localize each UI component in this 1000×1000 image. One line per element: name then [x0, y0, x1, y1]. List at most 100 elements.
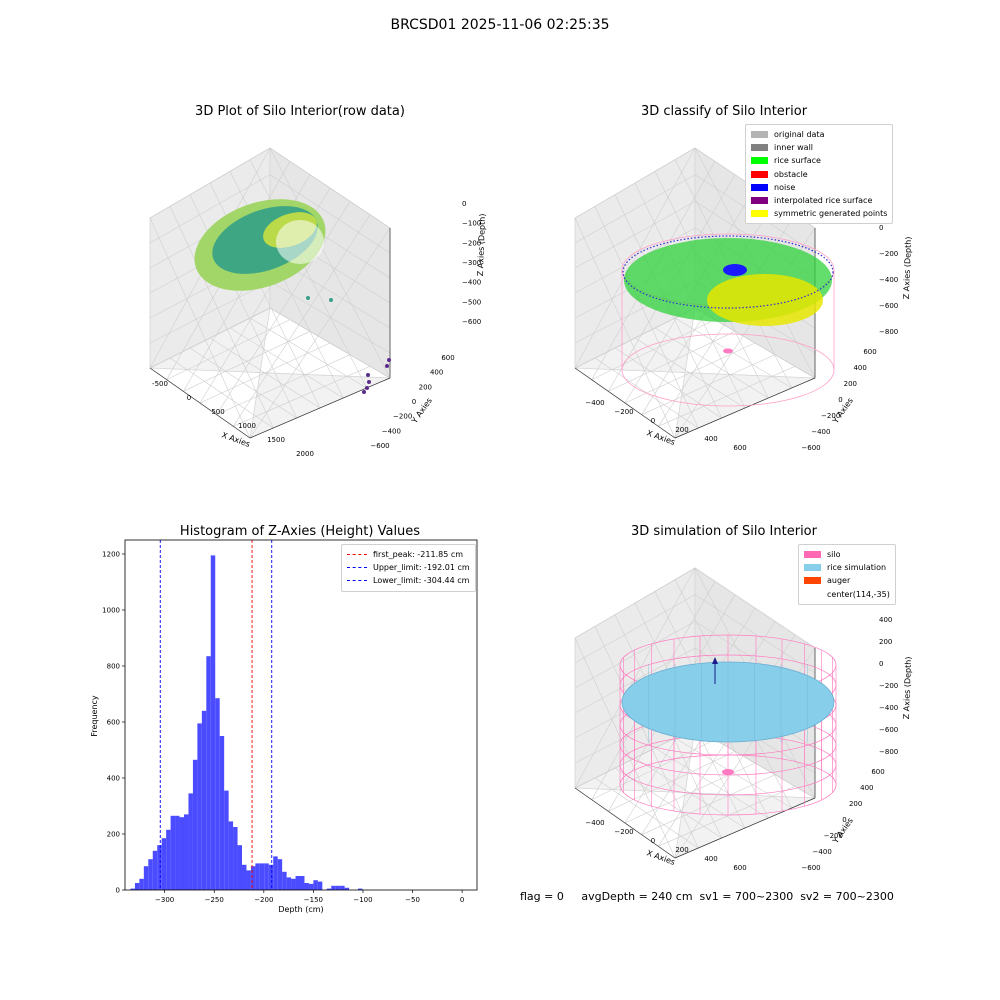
y-tick-label: 400: [860, 784, 873, 792]
histogram-bar: [152, 850, 158, 890]
legend-label: rice surface: [774, 156, 821, 166]
histogram-bar: [277, 859, 283, 890]
histogram-bar: [313, 880, 318, 890]
x-tick-label: −50: [405, 896, 420, 904]
y-axis-label: Frequency: [90, 695, 99, 737]
histogram-bar: [206, 656, 211, 890]
gridline: [269, 307, 391, 379]
z-tick-label: −500: [462, 298, 481, 306]
legend-swatch: [751, 157, 768, 165]
legend-label: Lower_limit: -304.44 cm: [373, 576, 470, 586]
histogram-bar: [308, 883, 314, 890]
legend-label: silo: [827, 550, 841, 560]
y-tick-label: 200: [107, 831, 120, 839]
y-tick-label: 0: [838, 396, 842, 404]
gridline: [574, 594, 696, 664]
z-tick-label: 0: [462, 200, 466, 208]
histogram-bar: [215, 698, 220, 890]
legend-swatch: [751, 183, 768, 191]
histogram-bar: [224, 790, 229, 890]
gridline: [694, 567, 816, 649]
gridline: [574, 567, 696, 789]
histogram-bar: [326, 888, 332, 890]
histogram-bar: [183, 814, 189, 890]
x-tick-label: 0: [460, 896, 464, 904]
y-tick-label: −600: [370, 442, 389, 450]
legend-swatch: [751, 197, 768, 205]
y-tick-label: −200: [821, 412, 840, 420]
gridline: [149, 217, 251, 439]
z-tick-label: −600: [879, 726, 898, 734]
gridline: [574, 147, 696, 219]
y-tick-label: −200: [393, 413, 412, 421]
legend-line: [347, 567, 367, 569]
histogram-bar: [291, 878, 296, 890]
histogram-bar: [304, 883, 309, 890]
raw-plot-title: 3D Plot of Silo Interior(row data): [195, 104, 405, 119]
legend-label: symmetric generated points: [774, 209, 888, 219]
x-tick-label: 600: [733, 864, 746, 872]
z-tick-label: −800: [879, 748, 898, 756]
x-tick-label: 1500: [267, 436, 285, 444]
z-axis-label: Z Axies (Depth): [476, 213, 487, 276]
silo-bottom-marker: [722, 769, 734, 775]
outlier-point: [366, 373, 370, 377]
histogram-bar: [143, 866, 149, 890]
y-tick-label: 0: [412, 398, 416, 406]
gridline: [269, 281, 391, 354]
outlier-point: [385, 364, 389, 368]
axis-line: [674, 377, 816, 439]
gridline: [574, 217, 676, 439]
y-tick-label: 400: [107, 775, 120, 783]
legend-line: [347, 554, 367, 556]
histogram-bar: [219, 736, 225, 890]
legend-swatch: [751, 144, 768, 152]
simulation-legend: silo rice simulation auger center(114,-3…: [798, 544, 896, 605]
x-tick-label: -500: [152, 380, 168, 388]
gridline: [658, 786, 796, 847]
legend-item-lower-limit: Lower_limit: -304.44 cm: [347, 574, 470, 587]
x-tick-label: −200: [614, 828, 633, 836]
legend-swatch: [751, 170, 768, 178]
y-tick-label: 0: [842, 816, 846, 824]
histogram-bar: [237, 845, 243, 890]
gridline: [574, 147, 696, 369]
outlier-point: [387, 358, 391, 362]
histogram-bar: [148, 859, 153, 890]
gridline: [574, 637, 676, 859]
outlier-point: [362, 390, 366, 394]
histogram-bar: [295, 876, 301, 890]
legend-label: rice simulation: [827, 563, 887, 573]
legend-swatch: [804, 551, 821, 559]
legend-label: Upper_limit: -192.01 cm: [373, 563, 470, 573]
histogram-bar: [139, 878, 144, 890]
histogram-bar: [246, 870, 251, 890]
gridline: [269, 174, 391, 254]
y-tick-label: 200: [849, 800, 862, 808]
legend-item-silo: silo: [804, 548, 890, 561]
gridline: [574, 307, 696, 369]
histogram-bar: [170, 815, 176, 890]
histogram-bar: [344, 887, 350, 890]
histogram-bar: [161, 838, 167, 890]
gridline: [658, 366, 796, 427]
histogram-bar: [157, 845, 162, 890]
histogram-bar: [192, 759, 198, 890]
y-tick-label: −400: [811, 428, 830, 436]
x-tick-label: −400: [585, 399, 604, 407]
histogram-bar: [250, 866, 256, 890]
x-tick-label: 400: [704, 855, 717, 863]
simulation-plot-title: 3D simulation of Silo Interior: [631, 524, 817, 539]
gridline: [641, 354, 776, 415]
histogram-bar: [175, 815, 180, 890]
y-tick-label: 1200: [102, 551, 120, 559]
outlier-point: [306, 296, 310, 300]
legend-swatch: [804, 591, 821, 598]
noise-cluster: [723, 264, 747, 276]
gridline: [233, 214, 371, 427]
z-tick-label: −400: [879, 704, 898, 712]
x-tick-label: −200: [614, 408, 633, 416]
y-tick-label: −400: [813, 848, 832, 856]
histogram-bar: [340, 885, 345, 890]
x-tick-label: 200: [675, 846, 688, 854]
